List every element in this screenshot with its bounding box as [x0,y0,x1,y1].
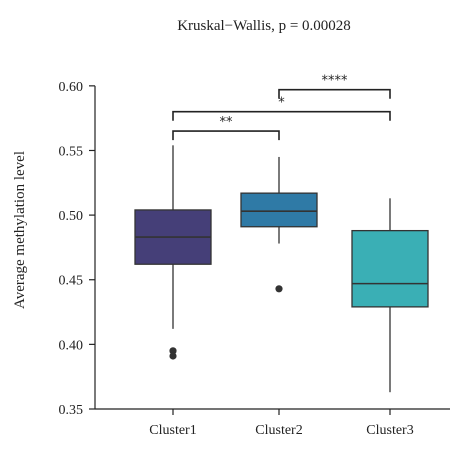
y-tick-label: 0.60 [59,80,84,95]
bracket-line [278,88,391,99]
box-body [240,192,318,228]
bracket-line [172,110,391,121]
box-cluster3 [351,198,429,393]
bracket-line [172,130,280,141]
significance-label: * [278,96,285,111]
significance-label: **** [322,74,349,89]
y-tick-label: 0.45 [59,274,84,289]
x-tick-label: Cluster3 [366,423,413,438]
outlier-point [169,347,177,355]
y-tick-label: 0.35 [59,403,84,418]
box-cluster1 [134,145,212,360]
significance-label: ** [220,115,234,130]
box-body [351,229,429,308]
outlier-point [275,285,283,293]
bracket-cluster1-cluster2: ** [172,115,280,141]
y-tick-label: 0.50 [59,209,84,224]
bracket-cluster2-cluster3: **** [278,74,391,99]
y-tick-label: 0.40 [59,338,84,353]
axes: 0.35 0.40 0.45 0.50 0.55 0.60 Cluster1 Cluster2… [59,80,450,438]
x-tick-label: Cluster1 [149,423,196,438]
significance-brackets: ******* [172,74,391,141]
boxes [134,145,429,393]
y-tick-label: 0.55 [59,144,84,159]
x-tick-label: Cluster2 [255,423,302,438]
box-cluster2 [240,156,318,293]
y-axis-label: Average methylation level [12,151,28,309]
chart-title: Kruskal−Wallis, p = 0.00028 [177,18,351,34]
outlier-point [169,352,177,360]
bracket-cluster1-cluster3: * [172,96,391,121]
